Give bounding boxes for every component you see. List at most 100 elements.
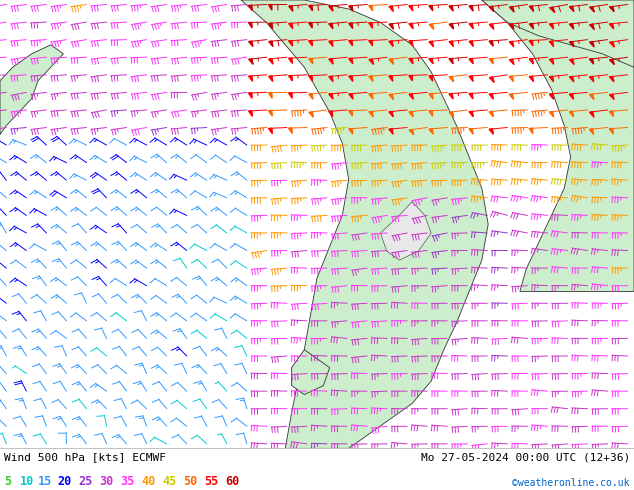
Polygon shape [389, 129, 393, 134]
Polygon shape [509, 76, 514, 81]
Polygon shape [609, 24, 614, 29]
Polygon shape [609, 94, 614, 99]
Polygon shape [449, 6, 453, 11]
Polygon shape [510, 7, 514, 12]
Polygon shape [288, 41, 292, 46]
Polygon shape [550, 112, 553, 117]
Polygon shape [529, 59, 533, 64]
Polygon shape [429, 5, 433, 11]
Polygon shape [590, 76, 593, 82]
Polygon shape [309, 112, 313, 117]
Polygon shape [241, 0, 488, 448]
Polygon shape [569, 59, 574, 65]
Polygon shape [349, 129, 353, 134]
Polygon shape [309, 23, 312, 28]
Polygon shape [469, 6, 473, 11]
Polygon shape [489, 24, 494, 29]
Polygon shape [569, 76, 574, 82]
Polygon shape [349, 111, 353, 116]
Polygon shape [450, 112, 454, 117]
Polygon shape [509, 42, 514, 47]
Polygon shape [549, 24, 553, 29]
Polygon shape [489, 6, 494, 12]
Polygon shape [549, 41, 553, 47]
Polygon shape [609, 128, 613, 134]
Polygon shape [329, 6, 333, 11]
Polygon shape [309, 75, 313, 81]
Polygon shape [429, 41, 434, 47]
Polygon shape [489, 77, 494, 82]
Text: 10: 10 [20, 475, 34, 488]
Polygon shape [389, 94, 394, 99]
Text: 30: 30 [99, 475, 113, 488]
Text: 20: 20 [57, 475, 71, 488]
Polygon shape [469, 129, 473, 134]
Polygon shape [292, 350, 330, 394]
Polygon shape [249, 111, 252, 116]
Polygon shape [489, 94, 493, 99]
Polygon shape [529, 128, 533, 134]
Polygon shape [409, 129, 414, 135]
Polygon shape [309, 5, 313, 11]
Polygon shape [449, 76, 453, 82]
Polygon shape [288, 93, 292, 98]
Polygon shape [269, 111, 272, 116]
Polygon shape [429, 94, 433, 99]
Polygon shape [489, 59, 493, 64]
Polygon shape [529, 76, 533, 81]
Polygon shape [269, 41, 273, 47]
Polygon shape [529, 41, 533, 46]
Polygon shape [349, 23, 353, 28]
Polygon shape [550, 7, 555, 12]
Text: ©weatheronline.co.uk: ©weatheronline.co.uk [512, 478, 630, 488]
Text: Mo 27-05-2024 00:00 UTC (12+36): Mo 27-05-2024 00:00 UTC (12+36) [421, 452, 630, 463]
Polygon shape [249, 23, 252, 28]
Polygon shape [349, 6, 353, 11]
Polygon shape [469, 58, 473, 64]
Polygon shape [549, 76, 553, 82]
Polygon shape [590, 112, 594, 117]
Polygon shape [469, 41, 473, 47]
Polygon shape [409, 24, 413, 29]
Polygon shape [609, 76, 614, 82]
Polygon shape [309, 94, 313, 99]
Polygon shape [409, 94, 413, 99]
Polygon shape [509, 24, 514, 29]
Text: 25: 25 [78, 475, 93, 488]
Polygon shape [329, 111, 333, 117]
Polygon shape [249, 59, 253, 64]
Polygon shape [429, 58, 433, 64]
Polygon shape [249, 93, 252, 98]
Polygon shape [569, 6, 574, 12]
Polygon shape [369, 23, 372, 28]
Polygon shape [329, 76, 333, 81]
Polygon shape [429, 111, 432, 116]
Polygon shape [569, 94, 574, 99]
Polygon shape [449, 58, 453, 64]
Polygon shape [369, 76, 373, 81]
Polygon shape [409, 5, 413, 11]
Polygon shape [610, 42, 614, 47]
Polygon shape [482, 0, 634, 292]
Polygon shape [590, 59, 593, 64]
Polygon shape [389, 41, 393, 47]
Polygon shape [269, 59, 273, 64]
Polygon shape [469, 24, 473, 29]
Polygon shape [349, 58, 353, 64]
Polygon shape [569, 111, 574, 117]
Polygon shape [449, 41, 453, 47]
Polygon shape [389, 76, 393, 81]
Polygon shape [482, 0, 634, 67]
Polygon shape [590, 7, 594, 12]
Polygon shape [369, 5, 373, 11]
Polygon shape [590, 42, 594, 47]
Polygon shape [429, 129, 433, 134]
Polygon shape [288, 75, 292, 81]
Polygon shape [329, 94, 333, 99]
Text: 35: 35 [120, 475, 134, 488]
Polygon shape [590, 129, 593, 134]
Polygon shape [349, 94, 353, 99]
Polygon shape [329, 59, 333, 64]
Polygon shape [389, 24, 393, 29]
Polygon shape [469, 94, 473, 99]
